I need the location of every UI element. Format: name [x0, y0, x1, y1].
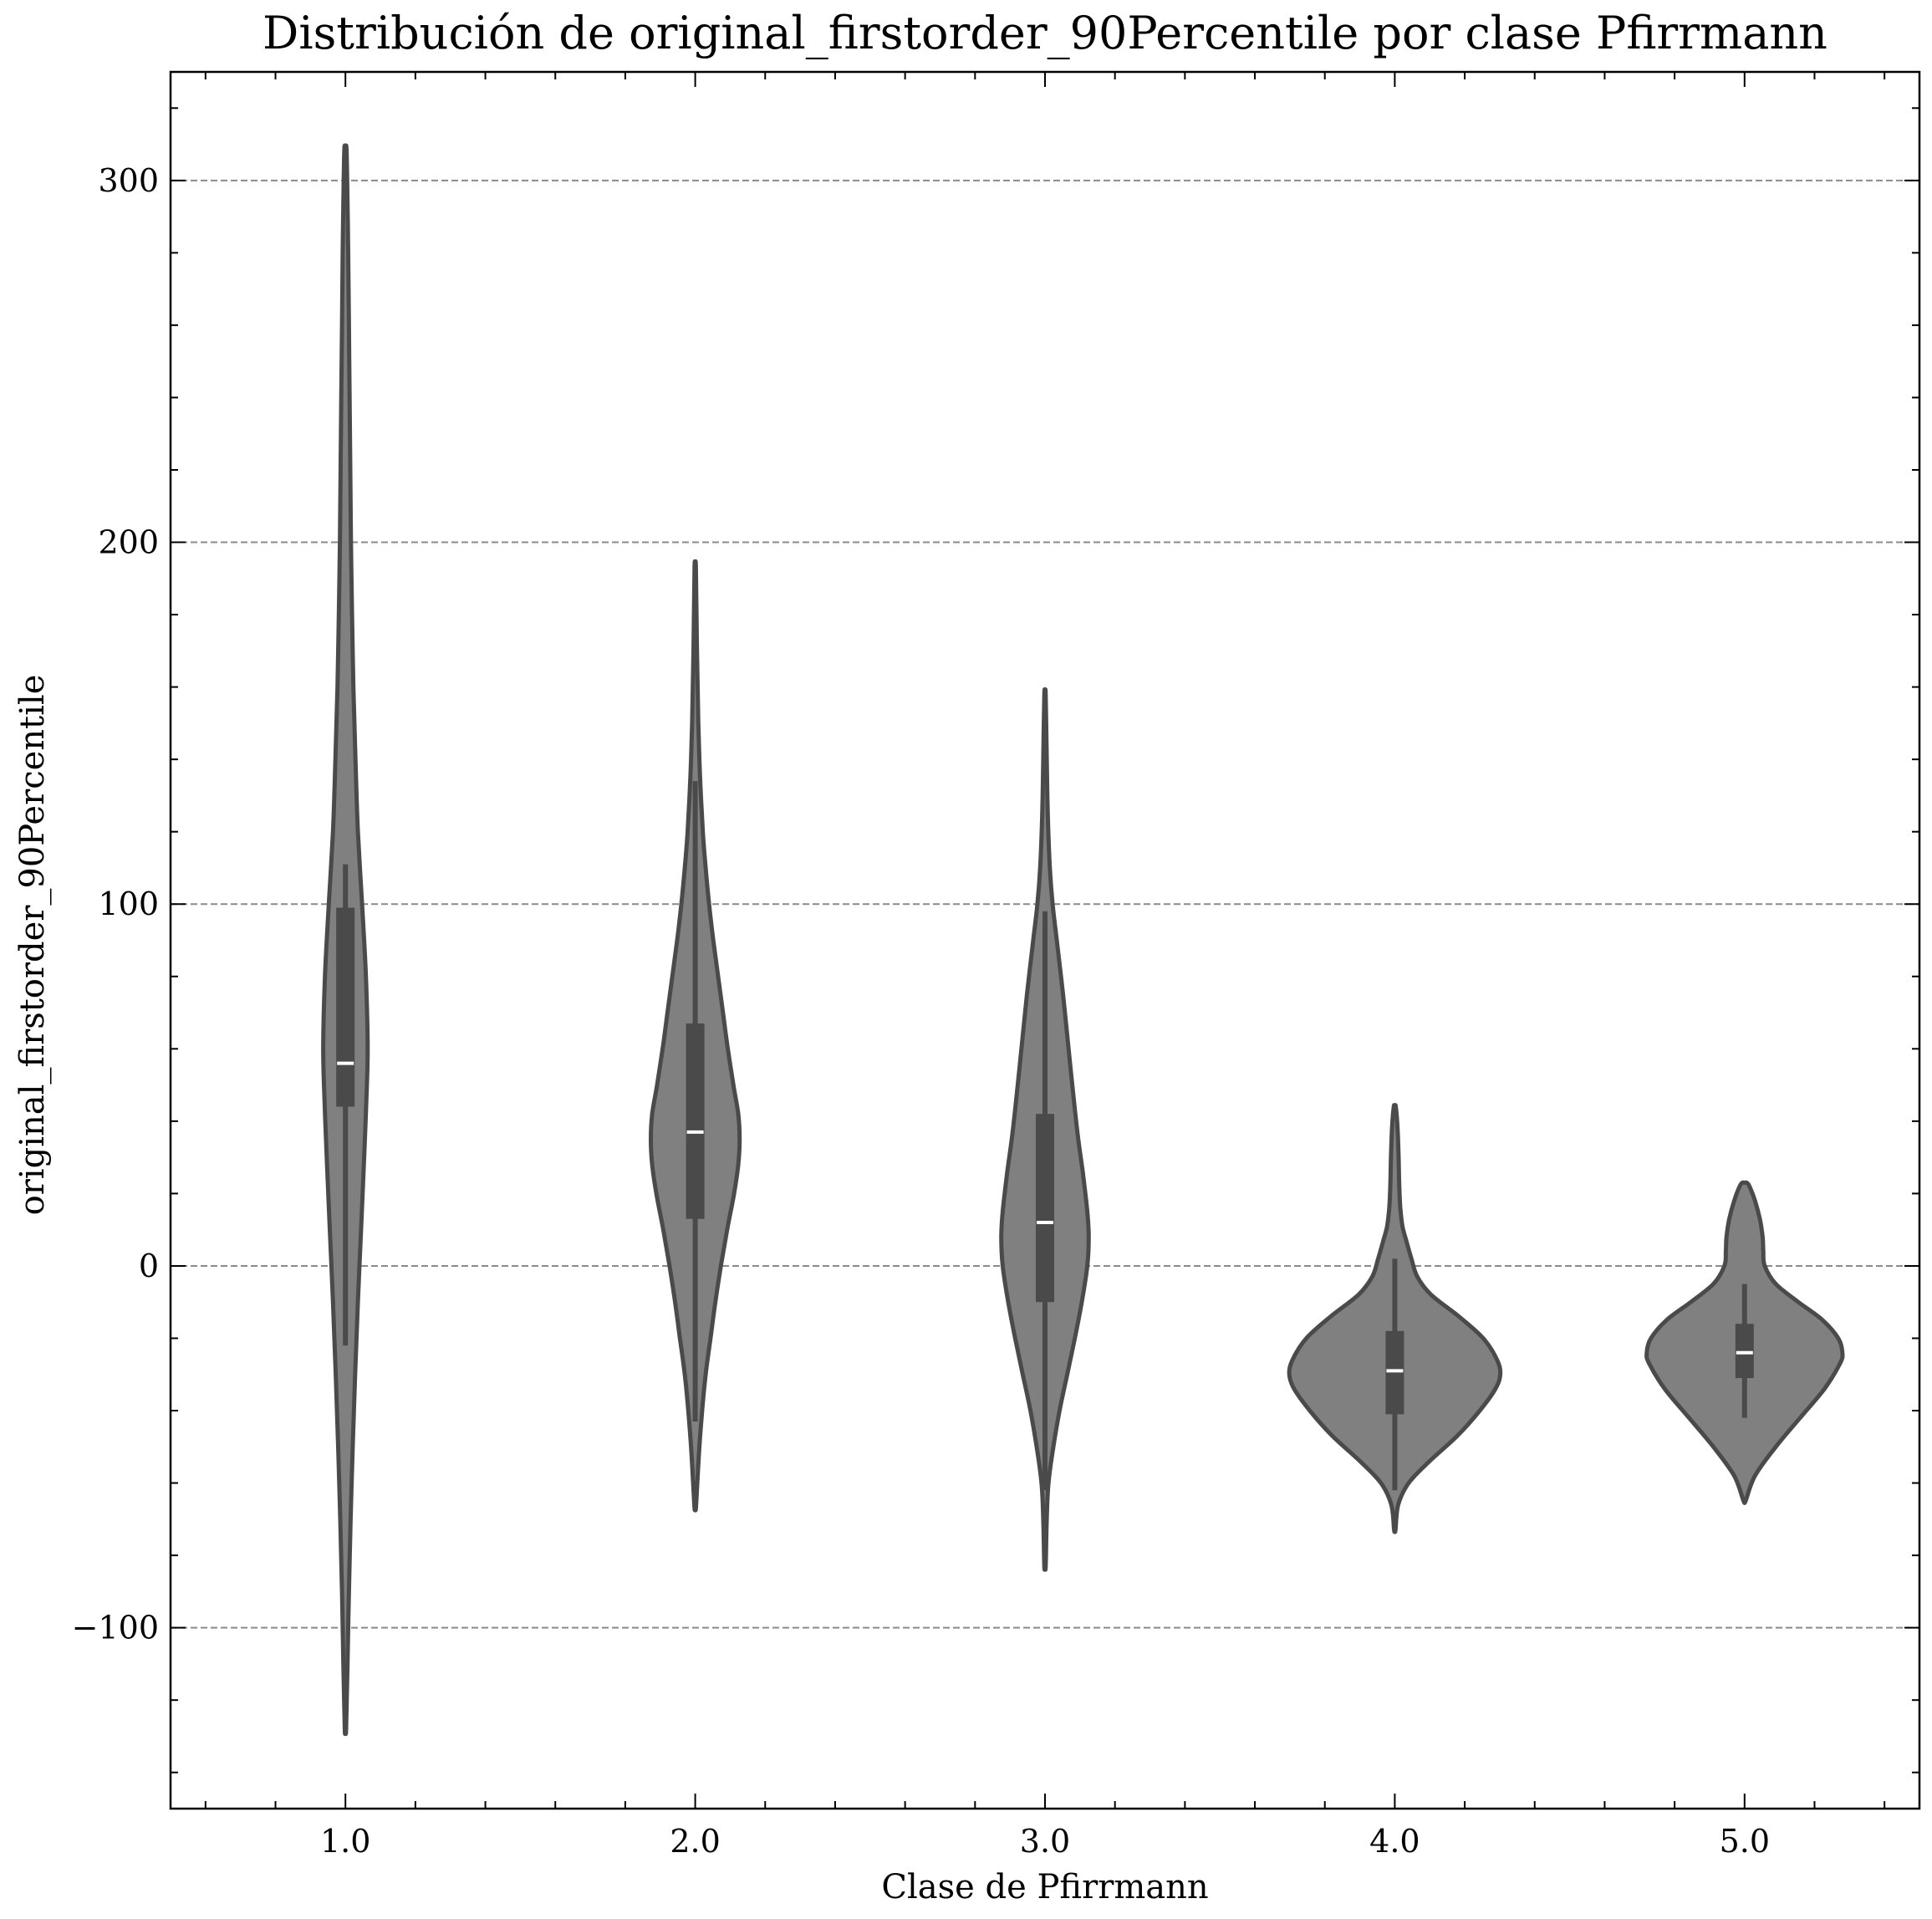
x-tick-label: 3.0: [1020, 1823, 1070, 1860]
y-tick-label: −100: [72, 1610, 159, 1646]
x-tick-label: 1.0: [320, 1823, 370, 1860]
chart-title: Distribución de original_firstorder_90Pe…: [263, 7, 1827, 59]
x-tick-label: 2.0: [670, 1823, 720, 1860]
x-tick-label: 5.0: [1720, 1823, 1770, 1860]
y-tick-label: 0: [139, 1248, 159, 1284]
y-axis-label: original_firstorder_90Percentile: [13, 675, 52, 1216]
violin-iqr-box: [336, 907, 355, 1107]
violins: [321, 143, 1845, 1737]
y-tick-label: 100: [98, 885, 159, 922]
violin-iqr-box: [1036, 1114, 1054, 1303]
axis-ticks: −100 0 100 200 300 1.0 2.0 3.0 4.0 5.0: [72, 72, 1919, 1860]
x-tick-label: 4.0: [1369, 1823, 1420, 1860]
y-tick-label: 300: [98, 162, 159, 199]
x-axis-label: Clase de Pfirrmann: [881, 1868, 1208, 1906]
violin-iqr-box: [1735, 1324, 1754, 1379]
violin-iqr-box: [1385, 1330, 1404, 1415]
y-tick-label: 200: [98, 524, 159, 561]
violin-iqr-box: [686, 1023, 705, 1219]
